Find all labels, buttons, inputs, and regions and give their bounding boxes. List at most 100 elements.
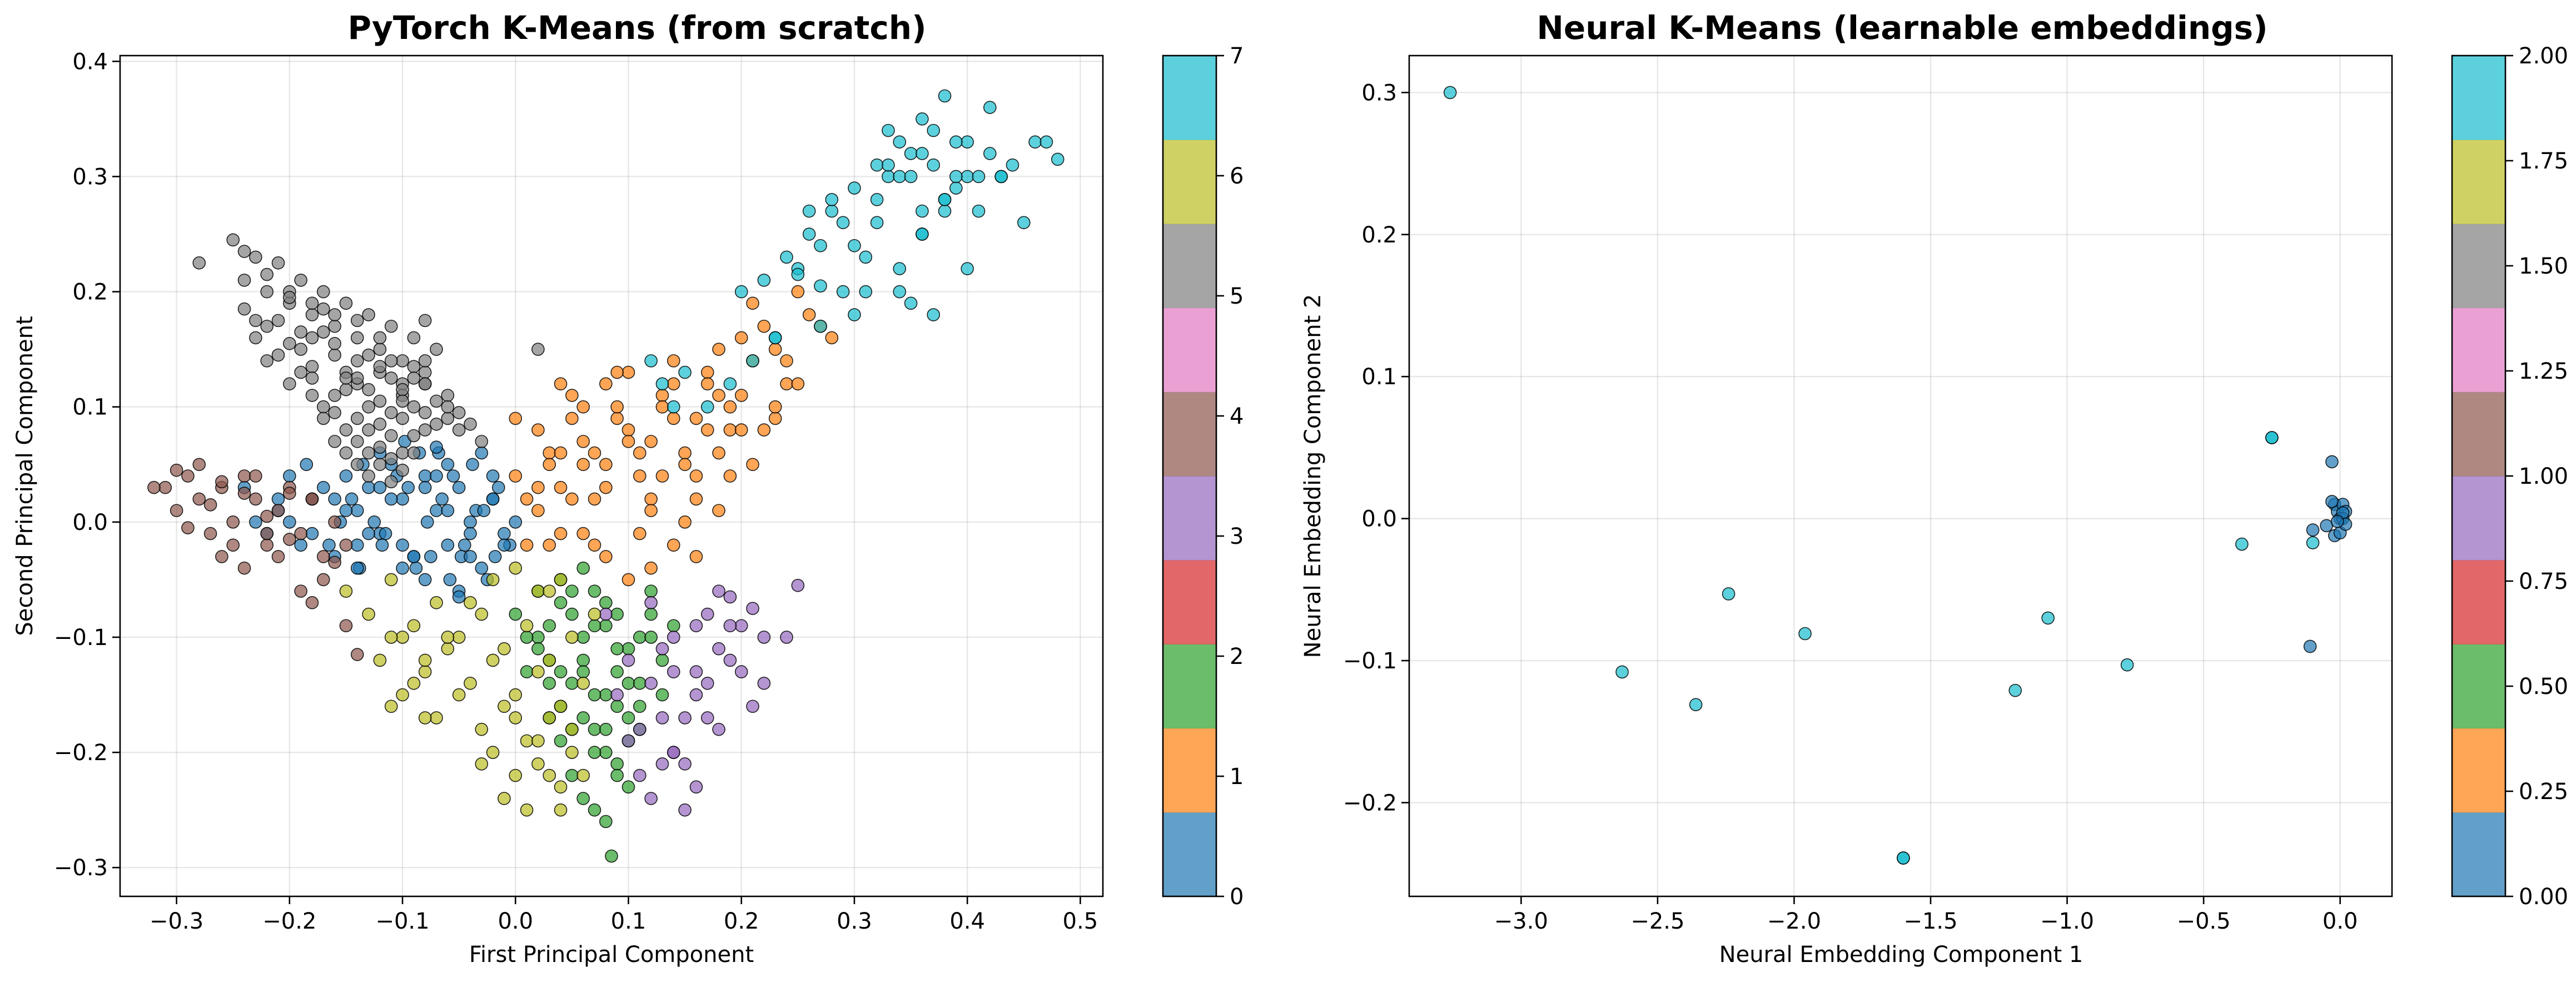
data-point xyxy=(249,469,262,483)
data-point xyxy=(768,400,782,414)
data-point xyxy=(2235,537,2249,551)
data-point xyxy=(825,331,839,345)
colorbar-band xyxy=(2452,391,2505,477)
data-point xyxy=(610,665,624,678)
colorbar-tick-label: 0.00 xyxy=(2519,884,2568,910)
data-point xyxy=(249,331,262,345)
data-point xyxy=(565,607,579,621)
data-point xyxy=(305,492,319,506)
data-point xyxy=(621,780,635,794)
colorbar-band xyxy=(1163,224,1216,309)
data-point xyxy=(170,463,183,477)
data-point xyxy=(644,435,658,448)
data-point xyxy=(700,711,714,725)
data-point xyxy=(678,515,692,529)
y-tick-label: −0.1 xyxy=(1343,648,1397,674)
data-point xyxy=(328,389,341,402)
data-point xyxy=(610,768,624,782)
data-point xyxy=(396,492,409,506)
data-point xyxy=(249,250,262,264)
y-tick-label: 0.0 xyxy=(72,510,108,535)
colorbar-band xyxy=(2452,140,2505,224)
data-point xyxy=(271,314,285,328)
data-point xyxy=(904,296,918,310)
data-point xyxy=(870,193,884,206)
data-point xyxy=(1897,851,1910,865)
data-point xyxy=(949,181,963,195)
data-point xyxy=(2041,611,2055,625)
data-point xyxy=(610,607,624,621)
data-point xyxy=(543,619,556,633)
data-point xyxy=(938,89,952,103)
data-point xyxy=(316,411,330,425)
cluster-7-points xyxy=(644,89,1065,414)
data-point xyxy=(565,389,579,402)
data-point xyxy=(588,492,601,506)
data-point xyxy=(621,365,635,379)
data-point xyxy=(644,584,658,598)
data-point xyxy=(972,170,986,183)
data-point xyxy=(644,492,658,506)
data-point xyxy=(396,411,409,425)
data-point xyxy=(339,383,353,396)
colorbar-band xyxy=(2452,812,2505,897)
data-point xyxy=(655,688,669,702)
data-point xyxy=(396,394,409,408)
data-point xyxy=(825,204,839,218)
grid-lines xyxy=(1409,56,2392,896)
data-point xyxy=(305,360,319,374)
data-point xyxy=(441,389,455,402)
data-point xyxy=(396,688,409,702)
data-point xyxy=(339,423,353,437)
plot-frame xyxy=(119,54,1104,897)
data-point xyxy=(384,429,398,443)
data-point xyxy=(972,204,986,218)
colorbar-band xyxy=(1163,56,1216,140)
data-point xyxy=(260,267,273,281)
data-point xyxy=(271,348,285,362)
data-point xyxy=(452,423,466,437)
cluster-2-points xyxy=(1443,86,2320,865)
data-point xyxy=(700,400,714,414)
data-point xyxy=(418,469,432,483)
data-point xyxy=(689,411,703,425)
data-point xyxy=(362,423,375,437)
data-point xyxy=(746,700,759,713)
data-point xyxy=(260,509,273,523)
data-point xyxy=(249,492,262,506)
data-point xyxy=(848,239,861,252)
y-axis-ticks: −0.2 −0.1 0.0 0.1 0.2 0.3 xyxy=(1343,80,1409,816)
data-point xyxy=(791,578,805,592)
data-point xyxy=(373,394,387,408)
data-point xyxy=(384,354,398,368)
data-point xyxy=(339,371,353,385)
data-point xyxy=(384,492,398,506)
data-point xyxy=(667,411,680,425)
data-point xyxy=(2325,455,2339,469)
data-point xyxy=(158,480,172,494)
data-point xyxy=(475,446,489,460)
cluster-2-points xyxy=(509,561,680,863)
data-point xyxy=(452,480,466,494)
data-point xyxy=(746,458,759,472)
data-point xyxy=(452,590,466,604)
data-point xyxy=(420,515,434,529)
data-point xyxy=(147,480,161,494)
x-tick-label: −1.5 xyxy=(1903,909,1957,934)
data-point xyxy=(350,538,364,552)
data-point xyxy=(531,584,545,598)
data-point xyxy=(531,757,545,771)
data-point xyxy=(599,377,613,391)
data-point xyxy=(644,631,658,644)
data-point xyxy=(305,527,319,540)
colorbar-band xyxy=(2452,644,2505,729)
data-point xyxy=(870,158,884,172)
data-point xyxy=(498,538,511,552)
data-point xyxy=(1798,627,1812,641)
data-point xyxy=(316,285,330,299)
data-point xyxy=(949,135,963,149)
data-point xyxy=(407,371,421,385)
data-point xyxy=(407,446,421,460)
data-point xyxy=(621,642,635,656)
data-point xyxy=(441,458,455,472)
